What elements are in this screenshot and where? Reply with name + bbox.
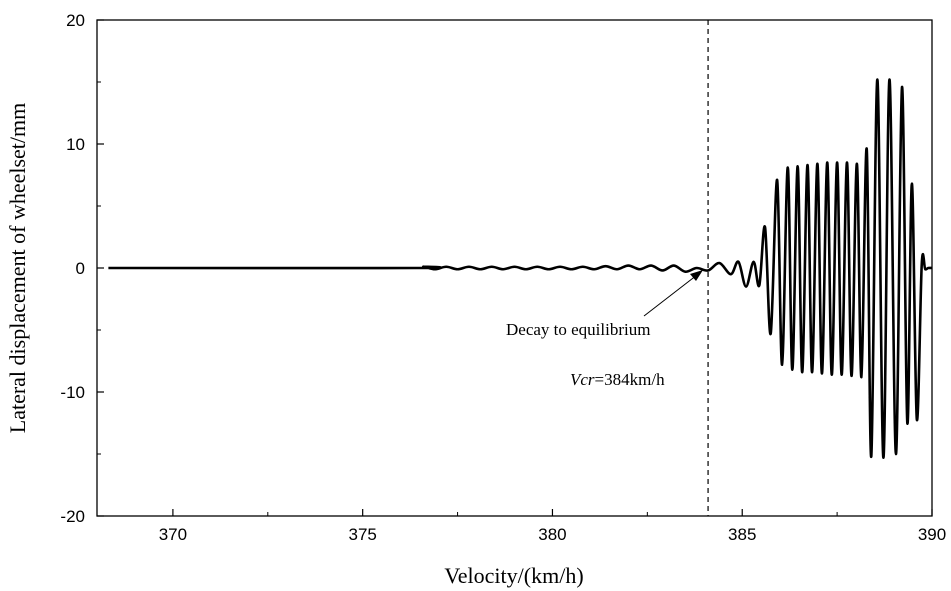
x-tick-label: 370 [159,525,187,544]
series-line [108,78,933,460]
y-tick-label: -20 [60,507,85,526]
x-axis-title: Velocity/(km/h) [444,563,583,588]
decay-annotation-arrow [643,270,703,317]
x-axis-ticks: 370 375 380 385 390 [159,509,946,544]
vcr-annotation-label: Vcr=384km/h [570,370,665,389]
y-axis-title: Lateral displacement of wheelset/mm [5,103,30,433]
y-tick-label: -10 [60,383,85,402]
y-tick-label: 0 [76,259,85,278]
decay-annotation-label: Decay to equilibrium [506,320,650,339]
x-tick-label: 375 [348,525,376,544]
y-tick-label: 20 [66,11,85,30]
y-tick-label: 10 [66,135,85,154]
x-tick-label: 390 [918,525,946,544]
y-axis-ticks: -20 -10 0 10 20 [60,11,104,526]
x-tick-label: 385 [728,525,756,544]
x-tick-label: 380 [538,525,566,544]
